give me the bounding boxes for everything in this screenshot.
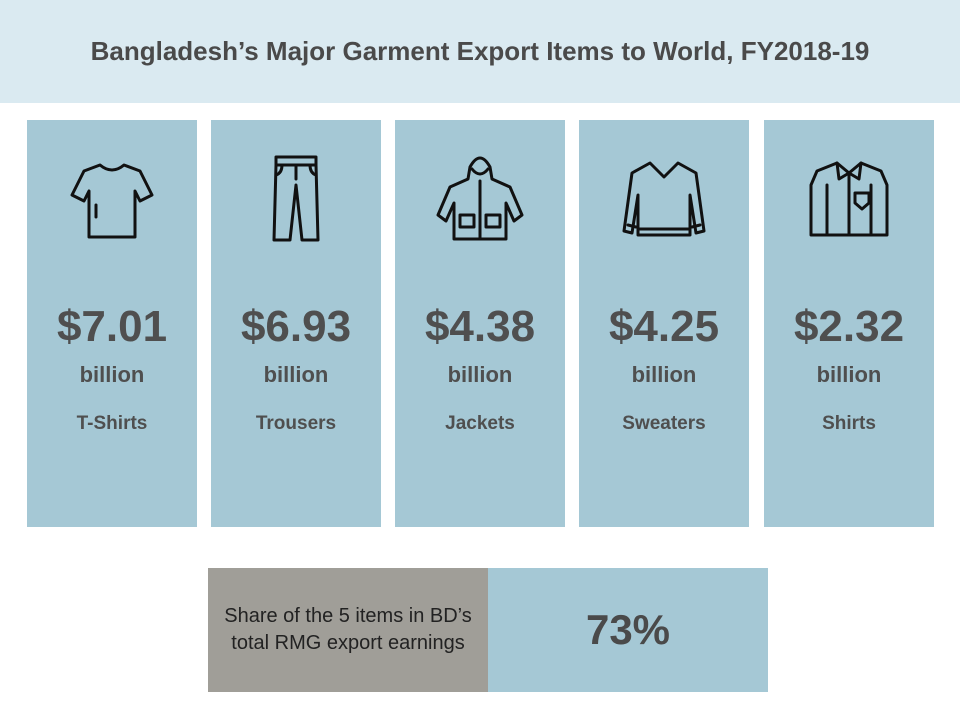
title: Bangladesh’s Major Garment Export Items … (90, 36, 870, 66)
item-unit: billion (263, 362, 329, 387)
item-label: Sweaters (622, 413, 706, 434)
item-value: $7.01 (56, 302, 168, 351)
title-band: Bangladesh’s Major Garment Export Items … (0, 0, 960, 103)
item-value: $6.93 (240, 302, 352, 351)
item-icon (70, 163, 154, 239)
item-unit: billion (631, 362, 697, 387)
item-card: $7.01 billion T-Shirts (27, 120, 197, 527)
item-icon (436, 156, 524, 241)
item-label: Jackets (445, 413, 515, 434)
item-value: $4.25 (608, 302, 720, 351)
item-icon (272, 155, 320, 242)
item-icon (809, 161, 889, 237)
item-value: $2.32 (793, 302, 905, 351)
item-card: $4.25 billion Sweaters (579, 120, 749, 527)
share-label: Share of the 5 items in BD’s total RMG e… (208, 568, 488, 692)
item-icon (622, 161, 706, 237)
item-unit: billion (816, 362, 882, 387)
item-label: T-Shirts (76, 413, 148, 434)
item-unit: billion (79, 362, 145, 387)
item-unit: billion (447, 362, 513, 387)
item-label: Shirts (822, 413, 876, 434)
item-label: Trousers (255, 413, 337, 434)
item-value: $4.38 (424, 302, 536, 351)
share-value: 73% (488, 568, 768, 692)
item-card: $6.93 billion Trousers (211, 120, 381, 527)
item-card: $4.38 billion Jackets (395, 120, 565, 527)
item-card: $2.32 billion Shirts (764, 120, 934, 527)
